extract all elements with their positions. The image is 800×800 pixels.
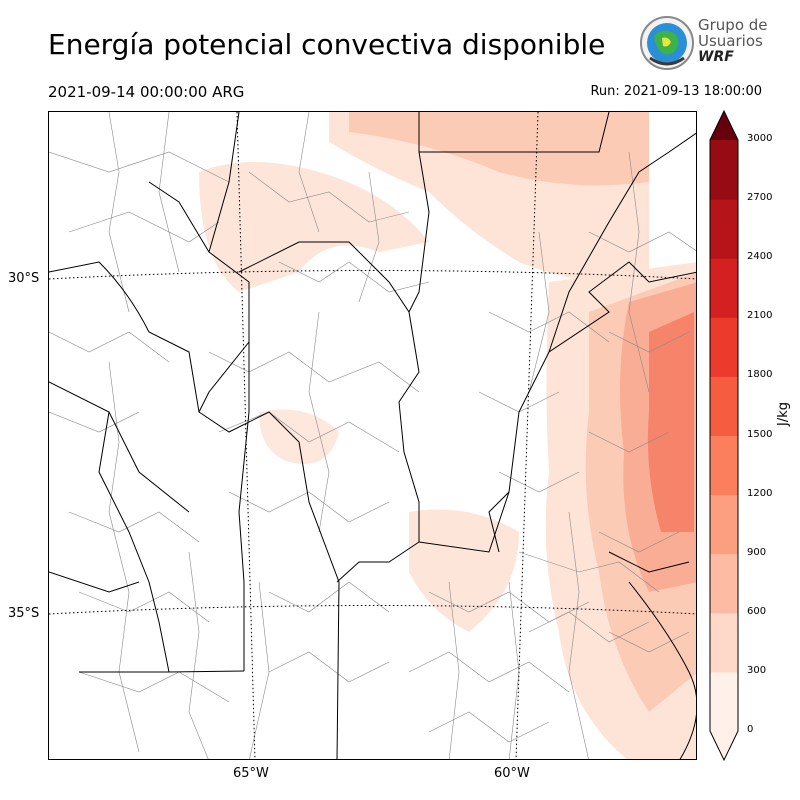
cape-region-west-patch xyxy=(259,409,339,464)
colorbar-band xyxy=(710,435,738,496)
province-borders xyxy=(49,112,696,759)
logo-line3: WRF xyxy=(698,49,734,65)
colorbar-tick-label: 2400 xyxy=(747,251,773,263)
colorbar-band xyxy=(710,612,738,673)
colorbar-tick-label: 1200 xyxy=(747,487,773,499)
cape-region-central xyxy=(409,509,519,632)
colorbar-tick-label: 1800 xyxy=(747,369,773,381)
cape-region-east-peak xyxy=(647,312,694,532)
cape-field xyxy=(199,112,696,759)
colorbar-tick-label: 0 xyxy=(747,724,754,735)
cape-region-northwest xyxy=(199,162,429,292)
colorbar-band xyxy=(710,140,738,200)
colorbar-tick-label: 3000 xyxy=(747,133,773,144)
colorbar-band xyxy=(710,199,738,259)
wrf-logo: Grupo de Usuarios WRF xyxy=(638,14,768,74)
colorbar-bottom-arrow xyxy=(710,731,738,760)
colorbar-band xyxy=(710,671,738,732)
logo-text: Grupo de Usuarios WRF xyxy=(698,17,768,65)
cape-map xyxy=(48,111,697,760)
colorbar-tick-label: 1500 xyxy=(747,428,773,440)
colorbar-band xyxy=(710,553,738,614)
colorbar-unit-label: J/kg xyxy=(776,402,791,426)
colorbar-tick-label: 600 xyxy=(747,605,767,617)
lat-label-35s: 35°S xyxy=(8,606,40,621)
lat-label-30s: 30°S xyxy=(8,271,40,286)
lon-label-60w: 60°W xyxy=(494,766,530,781)
logo-line2: Usuarios xyxy=(698,32,763,50)
map-canvas xyxy=(49,112,696,759)
valid-time: 2021-09-14 00:00:00 ARG xyxy=(48,83,245,101)
colorbar xyxy=(709,109,739,762)
lon-label-65w: 65°W xyxy=(233,766,269,781)
colorbar-tick-label: 2700 xyxy=(747,192,773,204)
colorbar-tick-label: 2100 xyxy=(747,310,773,322)
cape-region-north-strip xyxy=(349,112,649,186)
colorbar-svg xyxy=(709,109,739,762)
colorbar-tick-label: 900 xyxy=(747,546,767,558)
colorbar-top-arrow xyxy=(710,111,738,140)
graticule xyxy=(49,112,696,759)
colorbar-band xyxy=(710,494,738,555)
colorbar-tick-label: 300 xyxy=(747,664,767,676)
globe-icon xyxy=(640,16,694,70)
colorbar-band xyxy=(710,317,738,377)
colorbar-band xyxy=(710,376,738,436)
run-time: Run: 2021-09-13 18:00:00 xyxy=(590,84,762,99)
map-title: Energía potencial convectiva disponible xyxy=(48,28,606,61)
colorbar-band xyxy=(710,258,738,318)
district-lines xyxy=(49,112,696,759)
logo-line1: Grupo de xyxy=(698,16,768,34)
